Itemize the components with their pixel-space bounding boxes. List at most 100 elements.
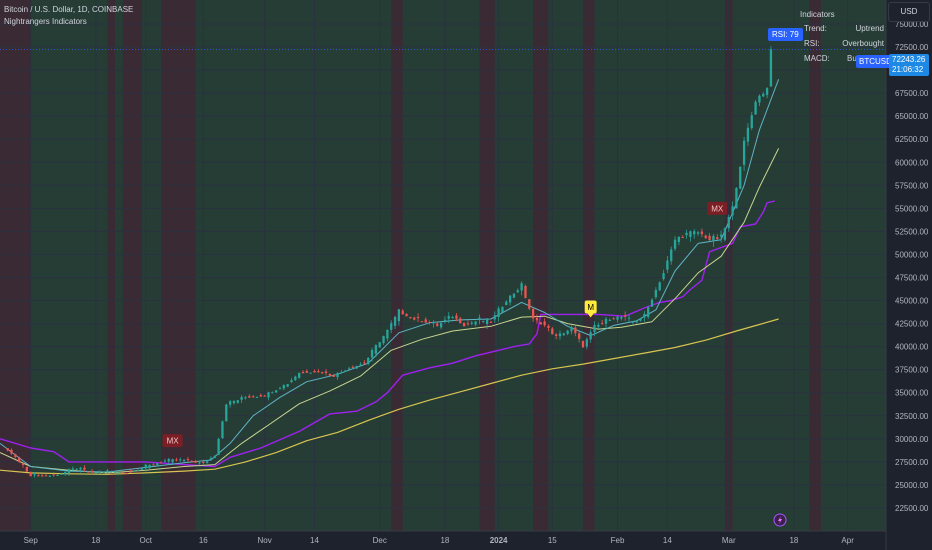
candle-body[interactable] (60, 473, 63, 475)
candle-body[interactable] (758, 95, 761, 103)
candle-body[interactable] (194, 460, 197, 463)
candle-body[interactable] (232, 401, 236, 404)
candle-body[interactable] (198, 462, 201, 464)
candle-body[interactable] (90, 471, 94, 473)
candle-body[interactable] (328, 374, 332, 376)
candle-body[interactable] (428, 321, 431, 323)
candle-body[interactable] (267, 392, 270, 398)
candle-body[interactable] (731, 206, 734, 216)
candle-body[interactable] (14, 454, 17, 457)
candle-body[interactable] (673, 239, 677, 249)
candle-body[interactable] (459, 318, 462, 324)
candle-body[interactable] (451, 316, 454, 319)
candle-body[interactable] (535, 317, 539, 321)
candle-body[interactable] (485, 318, 489, 325)
candle-body[interactable] (248, 396, 251, 398)
candle-body[interactable] (436, 323, 439, 326)
candle-body[interactable] (470, 322, 473, 324)
candle-body[interactable] (121, 472, 124, 474)
candle-body[interactable] (727, 217, 730, 229)
candle-body[interactable] (466, 323, 470, 325)
candle-body[interactable] (221, 421, 224, 439)
candle-body[interactable] (562, 333, 565, 336)
candle-body[interactable] (489, 321, 493, 323)
candle-body[interactable] (179, 459, 182, 461)
candle-body[interactable] (133, 470, 136, 472)
candle-body[interactable] (742, 140, 746, 165)
candle-body[interactable] (478, 317, 481, 320)
candle-body[interactable] (409, 317, 412, 319)
candle-body[interactable] (769, 49, 773, 87)
candle-body[interactable] (631, 321, 635, 323)
candle-body[interactable] (505, 301, 508, 306)
candle-body[interactable] (301, 371, 305, 373)
candle-body[interactable] (497, 308, 500, 317)
candle-body[interactable] (739, 166, 742, 189)
candle-body[interactable] (251, 396, 255, 398)
candle-body[interactable] (443, 319, 447, 321)
candle-body[interactable] (71, 468, 75, 470)
candle-body[interactable] (278, 388, 282, 390)
candle-body[interactable] (551, 328, 554, 335)
candle-body[interactable] (163, 460, 167, 462)
candle-body[interactable] (474, 321, 477, 325)
candle-body[interactable] (704, 235, 707, 239)
candle-body[interactable] (608, 319, 611, 321)
candle-body[interactable] (574, 327, 577, 334)
indicator-title[interactable]: Nightrangers Indicators (4, 17, 87, 26)
candle-body[interactable] (393, 316, 397, 326)
candle-body[interactable] (708, 235, 711, 241)
candle-body[interactable] (716, 237, 719, 240)
candle-body[interactable] (41, 475, 44, 477)
candle-body[interactable] (700, 231, 704, 235)
candle-body[interactable] (347, 368, 351, 370)
candle-body[interactable] (601, 323, 604, 325)
candle-body[interactable] (439, 322, 443, 328)
candle-body[interactable] (290, 380, 293, 383)
candle-body[interactable] (570, 326, 573, 332)
candle-body[interactable] (516, 290, 519, 293)
candle-body[interactable] (113, 471, 117, 473)
candle-body[interactable] (746, 127, 750, 142)
candle-body[interactable] (171, 459, 174, 463)
candle-body[interactable] (432, 322, 435, 324)
candle-body[interactable] (167, 459, 170, 462)
candle-body[interactable] (524, 285, 527, 298)
candle-body[interactable] (228, 401, 232, 405)
candle-body[interactable] (765, 88, 769, 96)
candle-body[interactable] (175, 459, 178, 461)
candle-body[interactable] (585, 339, 588, 347)
candle-body[interactable] (416, 317, 420, 319)
candle-body[interactable] (64, 471, 67, 475)
candle-body[interactable] (294, 376, 297, 381)
candle-body[interactable] (693, 231, 696, 235)
candle-body[interactable] (313, 370, 316, 373)
candle-body[interactable] (29, 471, 32, 477)
candle-body[interactable] (681, 236, 684, 238)
candle-body[interactable] (750, 115, 753, 129)
candle-body[interactable] (225, 404, 228, 422)
candle-body[interactable] (662, 273, 665, 280)
candle-body[interactable] (589, 332, 592, 340)
candle-body[interactable] (321, 372, 324, 374)
candle-body[interactable] (240, 397, 243, 400)
candle-body[interactable] (397, 309, 401, 322)
candle-body[interactable] (719, 234, 723, 237)
candle-body[interactable] (378, 342, 381, 348)
candle-body[interactable] (696, 232, 700, 234)
candle-body[interactable] (382, 336, 385, 344)
candle-body[interactable] (324, 371, 328, 374)
candle-body[interactable] (374, 345, 378, 354)
candle-body[interactable] (255, 396, 259, 398)
candle-body[interactable] (654, 290, 658, 298)
candle-body[interactable] (271, 392, 274, 394)
candle-body[interactable] (213, 455, 216, 458)
candle-body[interactable] (712, 235, 715, 242)
candle-body[interactable] (604, 318, 608, 324)
candle-body[interactable] (10, 449, 13, 454)
candle-body[interactable] (18, 457, 21, 462)
candle-body[interactable] (94, 472, 98, 474)
candle-body[interactable] (148, 464, 151, 469)
candle-body[interactable] (144, 464, 147, 469)
